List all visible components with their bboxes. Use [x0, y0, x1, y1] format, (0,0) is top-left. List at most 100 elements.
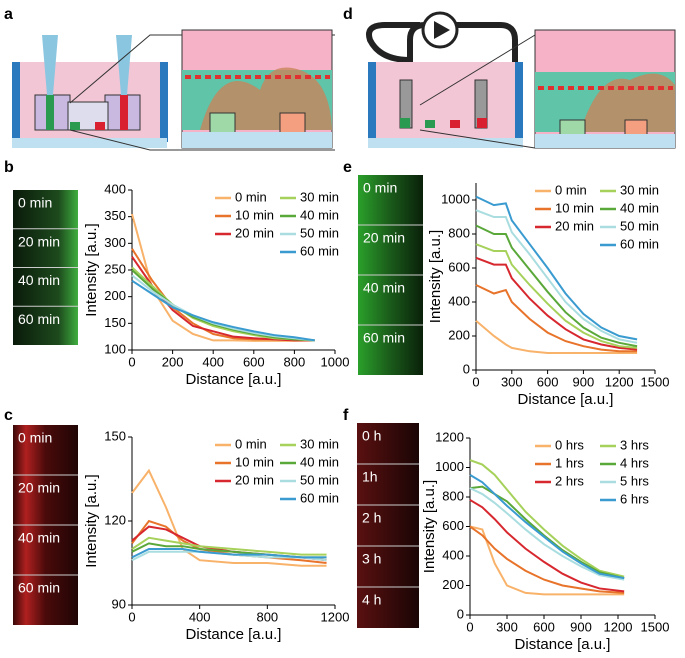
- series-line: [131, 548, 327, 559]
- y-tick-label: 200: [442, 577, 464, 592]
- panel-label: e: [343, 159, 352, 176]
- panel-label: c: [4, 407, 13, 424]
- panel-label: a: [4, 6, 13, 23]
- x-tick-label: 600: [533, 619, 555, 634]
- x-tick-label: 200: [162, 354, 184, 369]
- legend-label: 0 hrs: [555, 437, 584, 452]
- series-line: [475, 195, 638, 341]
- series-line: [475, 224, 638, 348]
- series-line: [475, 209, 638, 344]
- x-tick-label: 800: [284, 354, 306, 369]
- strip-label: 1h: [362, 469, 378, 485]
- strip-label: 20 min: [18, 480, 60, 496]
- diagram-d: [366, 11, 676, 149]
- y-tick-label: 1200: [435, 429, 464, 444]
- y-tick-label: 150: [104, 428, 126, 443]
- strip-label: 2 h: [362, 510, 381, 526]
- x-axis-label: Distance [a.u.]: [515, 636, 611, 653]
- y-axis-label: Intensity [a.u.]: [83, 223, 100, 316]
- y-tick-label: 250: [104, 261, 126, 276]
- legend-label: 50 min: [300, 472, 339, 487]
- strip-label: 20 min: [18, 233, 60, 249]
- x-tick-label: 600: [537, 374, 559, 389]
- strip-label: 0 min: [18, 195, 52, 211]
- x-tick-label: 600: [243, 354, 265, 369]
- strip-label: 60 min: [363, 330, 405, 346]
- legend-label: 60 min: [620, 236, 659, 251]
- strip-label: 40 min: [363, 280, 405, 296]
- y-tick-label: 800: [448, 225, 470, 240]
- y-tick-label: 0: [463, 361, 470, 376]
- strip-label: 3 h: [362, 551, 381, 567]
- legend-label: 0 min: [235, 189, 267, 204]
- strip-label: 4 h: [362, 592, 381, 608]
- strip-label: 40 min: [18, 272, 60, 288]
- y-tick-label: 0: [457, 606, 464, 621]
- legend-label: 6 hrs: [620, 491, 649, 506]
- y-tick-label: 100: [104, 341, 126, 356]
- legend-label: 60 min: [300, 243, 339, 258]
- series-line: [131, 279, 315, 342]
- x-tick-label: 900: [570, 619, 592, 634]
- x-tick-label: 1000: [321, 354, 350, 369]
- legend-label: 30 min: [620, 182, 659, 197]
- legend-label: 40 min: [620, 200, 659, 215]
- x-tick-label: 300: [496, 619, 518, 634]
- series-line: [131, 536, 327, 556]
- y-axis-label: Intensity [a.u.]: [83, 474, 100, 567]
- x-tick-label: 1500: [641, 619, 670, 634]
- strip-label: 0 min: [363, 180, 397, 196]
- strip-label: 40 min: [18, 530, 60, 546]
- y-tick-label: 600: [442, 518, 464, 533]
- series-line: [131, 274, 315, 342]
- x-tick-label: 1200: [321, 609, 350, 624]
- legend-label: 4 hrs: [620, 455, 649, 470]
- legend-label: 10 min: [235, 207, 274, 222]
- series-line: [475, 319, 638, 354]
- y-tick-label: 1000: [435, 459, 464, 474]
- strip-label: 60 min: [18, 580, 60, 596]
- y-tick-label: 350: [104, 208, 126, 223]
- series-line: [469, 525, 625, 594]
- legend-label: 2 hrs: [555, 473, 584, 488]
- series-line: [469, 487, 625, 581]
- legend-label: 1 hrs: [555, 455, 584, 470]
- y-tick-label: 90: [112, 596, 126, 611]
- legend-label: 0 min: [555, 182, 587, 197]
- y-tick-label: 200: [104, 288, 126, 303]
- legend-label: 30 min: [300, 436, 339, 451]
- x-tick-label: 0: [128, 609, 135, 624]
- legend-label: 10 min: [555, 200, 594, 215]
- series-line: [469, 485, 625, 580]
- series-line: [475, 256, 638, 351]
- series-line: [131, 266, 315, 342]
- series-line: [131, 213, 315, 342]
- legend-label: 40 min: [300, 207, 339, 222]
- legend-label: 0 min: [235, 436, 267, 451]
- x-tick-label: 800: [256, 609, 278, 624]
- series-line: [475, 284, 638, 353]
- y-tick-label: 150: [104, 315, 126, 330]
- strip-label: 20 min: [363, 230, 405, 246]
- series-line: [131, 269, 315, 342]
- series-line: [475, 243, 638, 349]
- strip-label: 60 min: [18, 311, 60, 327]
- y-tick-label: 1000: [441, 191, 470, 206]
- series-line: [469, 525, 625, 596]
- strip-label: 0 min: [18, 430, 52, 446]
- series-line: [469, 474, 625, 580]
- legend-label: 3 hrs: [620, 437, 649, 452]
- y-tick-label: 400: [442, 547, 464, 562]
- x-tick-label: 0: [128, 354, 135, 369]
- diagram-a: [12, 29, 335, 151]
- y-tick-label: 800: [442, 488, 464, 503]
- x-axis-label: Distance [a.u.]: [186, 626, 282, 643]
- legend-label: 5 hrs: [620, 473, 649, 488]
- legend-label: 10 min: [235, 454, 274, 469]
- x-axis-label: Distance [a.u.]: [186, 371, 282, 388]
- legend-label: 50 min: [300, 225, 339, 240]
- legend-label: 40 min: [300, 454, 339, 469]
- image-strip: [357, 423, 419, 628]
